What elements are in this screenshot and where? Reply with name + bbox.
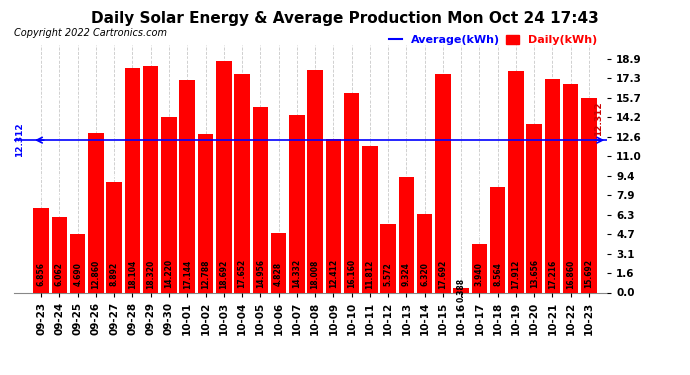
- Text: 0.388: 0.388: [457, 278, 466, 302]
- Text: 14.332: 14.332: [293, 260, 302, 288]
- Bar: [581, 98, 597, 292]
- Text: 17.216: 17.216: [548, 260, 557, 289]
- Bar: [563, 84, 578, 292]
- Text: 12.412: 12.412: [329, 260, 338, 288]
- Text: 12.788: 12.788: [201, 259, 210, 289]
- Bar: [198, 134, 213, 292]
- Text: 5.572: 5.572: [384, 262, 393, 286]
- Text: Daily Solar Energy & Average Production Mon Oct 24 17:43: Daily Solar Energy & Average Production …: [91, 11, 599, 26]
- Text: 18.692: 18.692: [219, 260, 228, 289]
- Bar: [399, 177, 414, 292]
- Bar: [490, 186, 505, 292]
- Text: 9.324: 9.324: [402, 262, 411, 286]
- Bar: [52, 217, 67, 292]
- Bar: [435, 74, 451, 292]
- Text: 4.828: 4.828: [274, 262, 283, 286]
- Bar: [216, 61, 232, 292]
- Bar: [70, 234, 86, 292]
- Legend: Average(kWh), Daily(kWh): Average(kWh), Daily(kWh): [384, 31, 602, 50]
- Bar: [143, 66, 159, 292]
- Bar: [235, 74, 250, 292]
- Bar: [88, 134, 104, 292]
- Bar: [508, 71, 524, 292]
- Bar: [307, 70, 323, 292]
- Bar: [179, 80, 195, 292]
- Text: 16.160: 16.160: [347, 260, 356, 288]
- Text: 13.656: 13.656: [530, 260, 539, 288]
- Text: 15.692: 15.692: [584, 260, 593, 288]
- Bar: [526, 123, 542, 292]
- Text: 6.062: 6.062: [55, 262, 64, 286]
- Text: 17.692: 17.692: [438, 260, 447, 289]
- Bar: [326, 139, 341, 292]
- Text: 12.312: 12.312: [593, 102, 602, 136]
- Bar: [472, 244, 487, 292]
- Text: 14.956: 14.956: [256, 260, 265, 288]
- Bar: [380, 224, 396, 292]
- Bar: [270, 233, 286, 292]
- Bar: [125, 69, 140, 292]
- Text: 11.812: 11.812: [365, 260, 375, 289]
- Text: 18.104: 18.104: [128, 260, 137, 289]
- Text: 12.860: 12.860: [92, 260, 101, 289]
- Bar: [253, 107, 268, 292]
- Text: 18.008: 18.008: [310, 259, 319, 289]
- Text: 16.860: 16.860: [566, 260, 575, 289]
- Text: 8.564: 8.564: [493, 262, 502, 286]
- Text: 17.144: 17.144: [183, 260, 192, 289]
- Text: 4.690: 4.690: [73, 262, 82, 286]
- Text: 17.652: 17.652: [237, 260, 246, 288]
- Bar: [544, 80, 560, 292]
- Bar: [161, 117, 177, 292]
- Bar: [33, 208, 49, 292]
- Text: 17.912: 17.912: [511, 260, 520, 289]
- Text: 12.312: 12.312: [14, 123, 23, 158]
- Text: Copyright 2022 Cartronics.com: Copyright 2022 Cartronics.com: [14, 28, 167, 38]
- Bar: [362, 146, 377, 292]
- Bar: [106, 183, 122, 292]
- Bar: [453, 288, 469, 292]
- Text: 3.940: 3.940: [475, 262, 484, 286]
- Text: 8.892: 8.892: [110, 262, 119, 286]
- Text: 6.856: 6.856: [37, 262, 46, 286]
- Text: 6.320: 6.320: [420, 262, 429, 286]
- Bar: [417, 214, 433, 292]
- Text: 14.220: 14.220: [164, 260, 173, 288]
- Bar: [289, 115, 304, 292]
- Text: 18.320: 18.320: [146, 260, 155, 289]
- Bar: [344, 93, 359, 292]
